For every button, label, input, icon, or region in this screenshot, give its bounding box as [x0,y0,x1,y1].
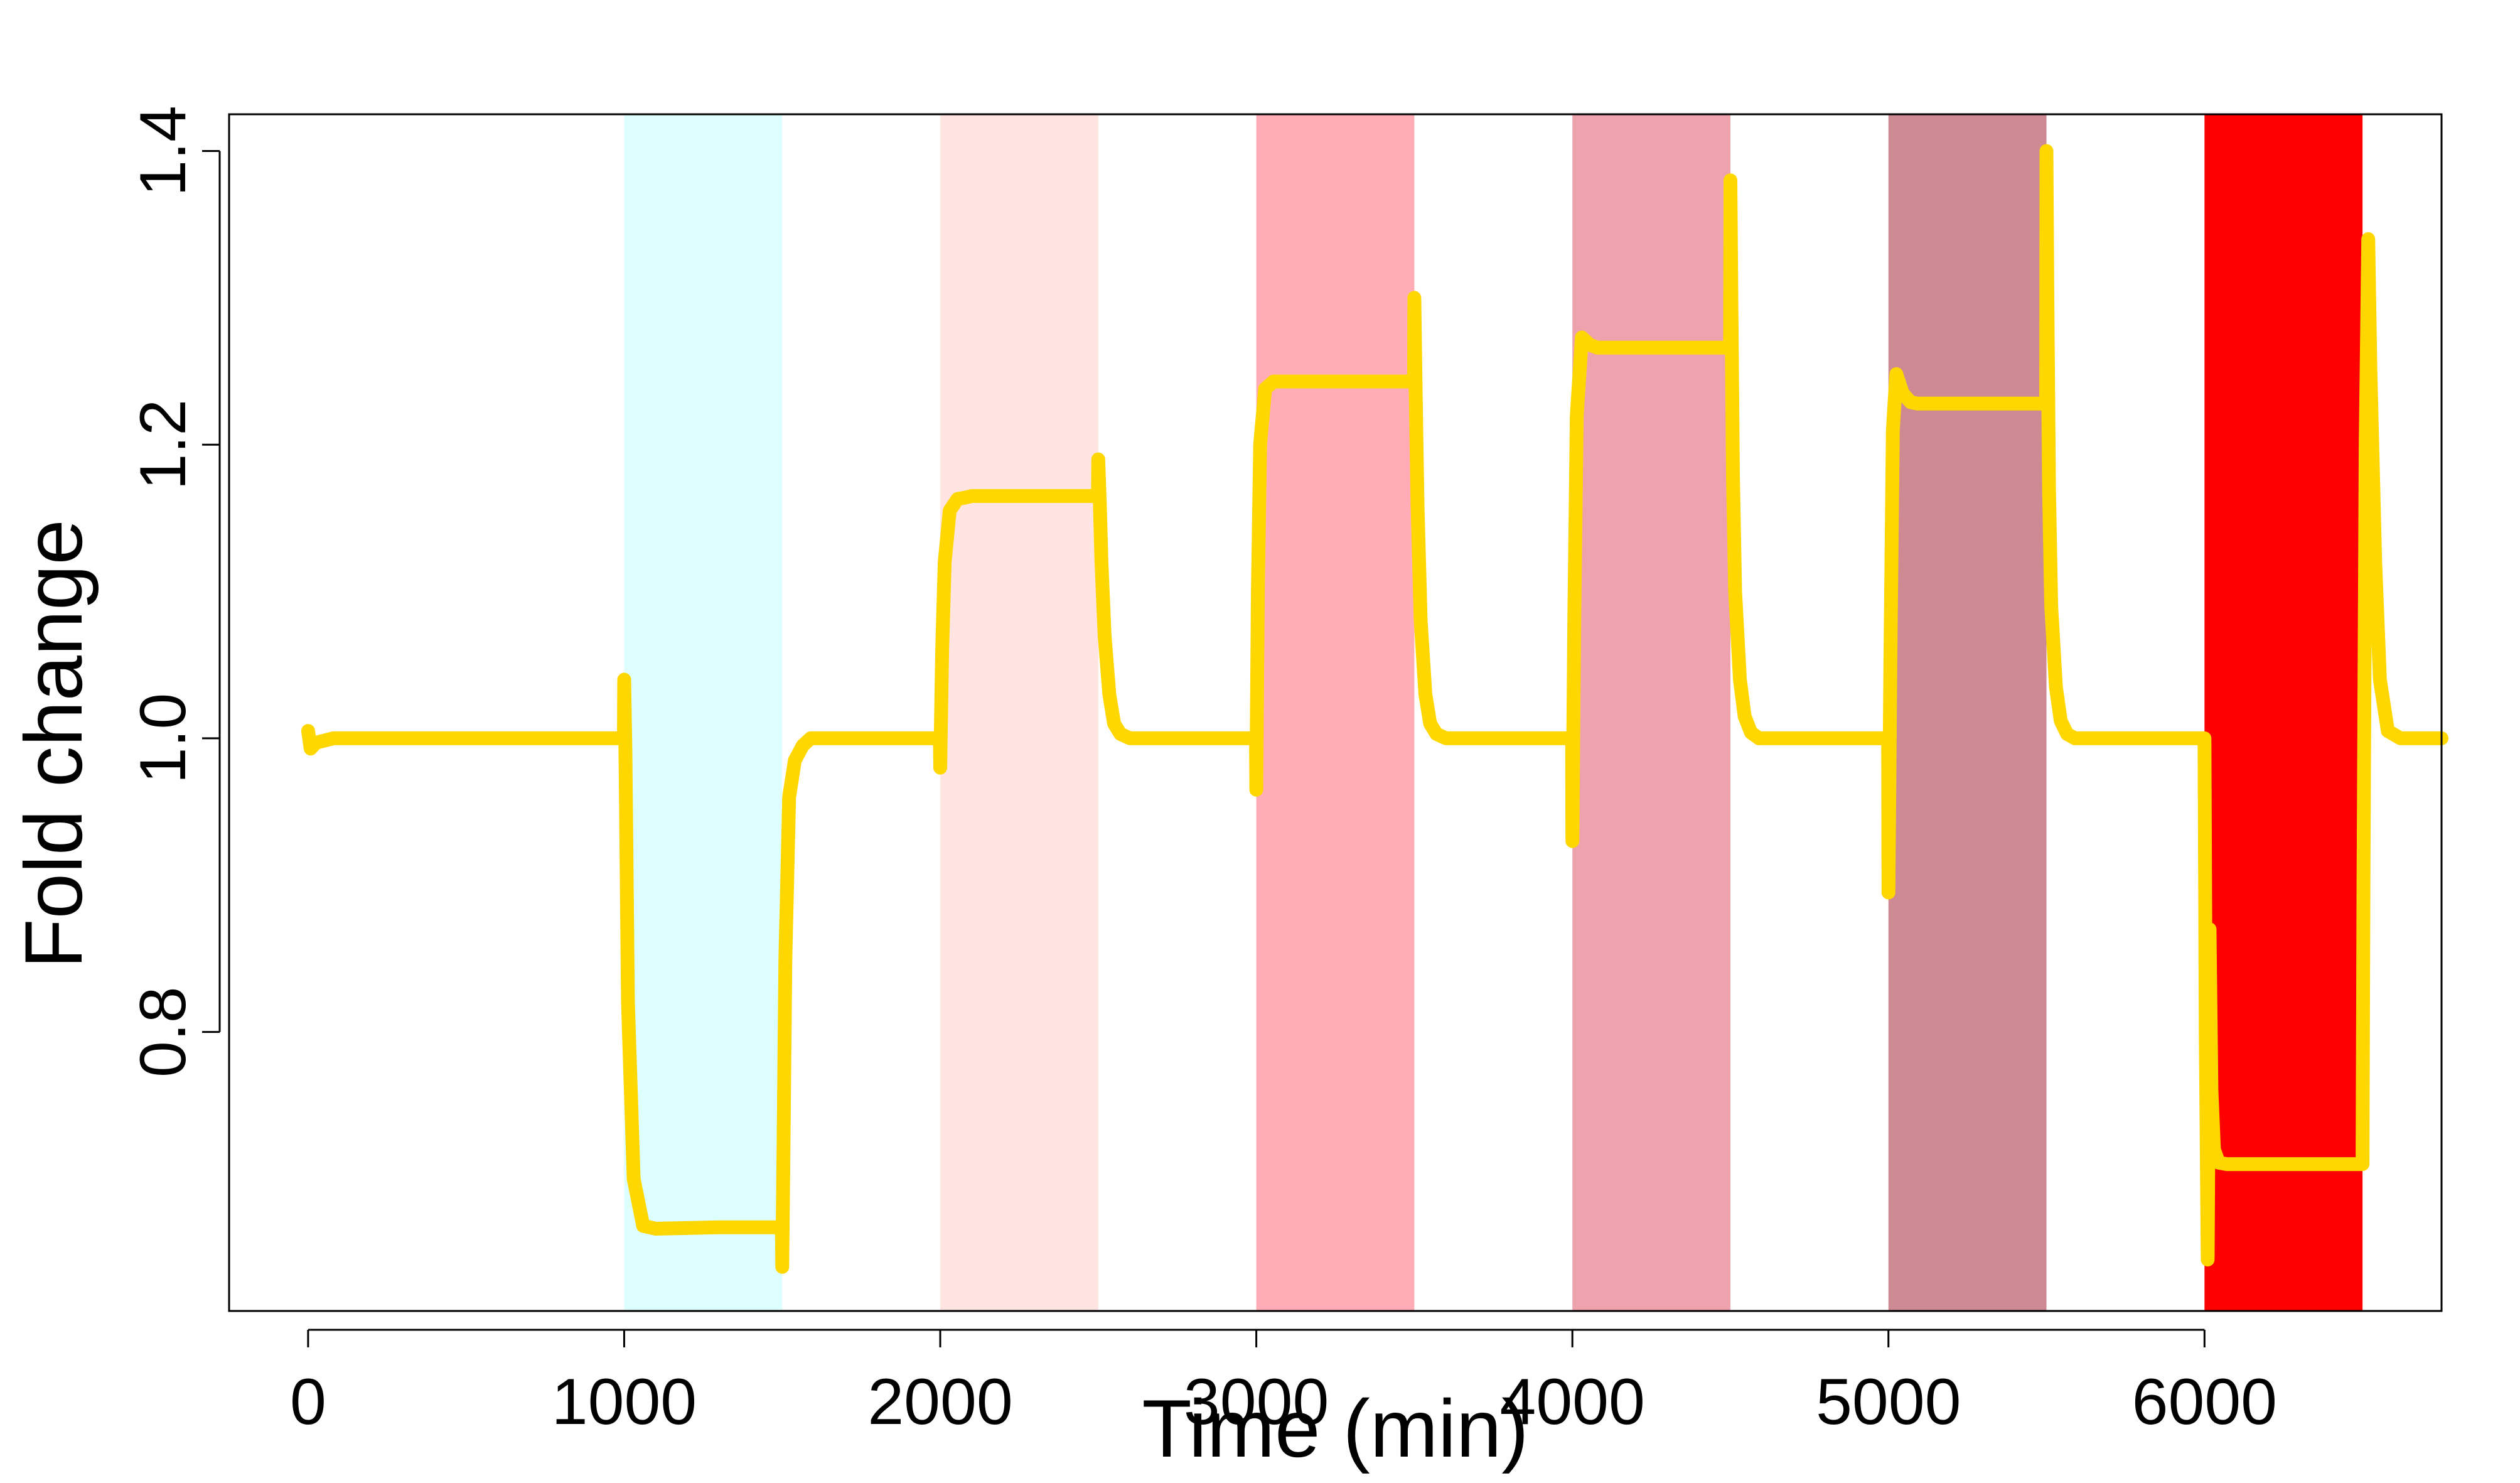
x-tick-label: 2000 [867,1366,1012,1438]
y-tick-label: 1.2 [127,399,200,490]
series-group [301,144,2448,1274]
x-tick-label: 0 [290,1366,326,1438]
y-axis: 0.8 1.0 1.2 1.4 [127,105,221,1077]
shaded-interval-3 [1256,114,1415,1311]
shaded-interval-4 [1572,114,1730,1311]
y-tick-label: 1.4 [127,105,200,197]
series-line-1 [301,144,2448,1274]
x-tick-label: 5000 [1816,1366,1961,1438]
x-axis-title: Time (min) [1142,1383,1528,1474]
shaded-interval-5 [1888,114,2047,1311]
x-tick-label: 1000 [552,1366,697,1438]
y-axis-title: Fold change [8,519,99,969]
x-tick-label: 4000 [1499,1366,1644,1438]
shaded-intervals [624,114,2363,1311]
shaded-interval-1 [624,114,783,1311]
plot-frame [228,113,2443,1312]
shaded-interval-2 [940,114,1098,1311]
x-axis: 0 1000 2000 3000 4000 5000 6000 [290,1329,2277,1438]
x-tick-label: 6000 [2132,1366,2277,1438]
x-tick-label: 3000 [1184,1366,1329,1438]
shaded-interval-6 [2204,114,2363,1311]
y-tick-label: 1.0 [127,693,200,784]
y-tick-label: 0.8 [127,986,200,1077]
